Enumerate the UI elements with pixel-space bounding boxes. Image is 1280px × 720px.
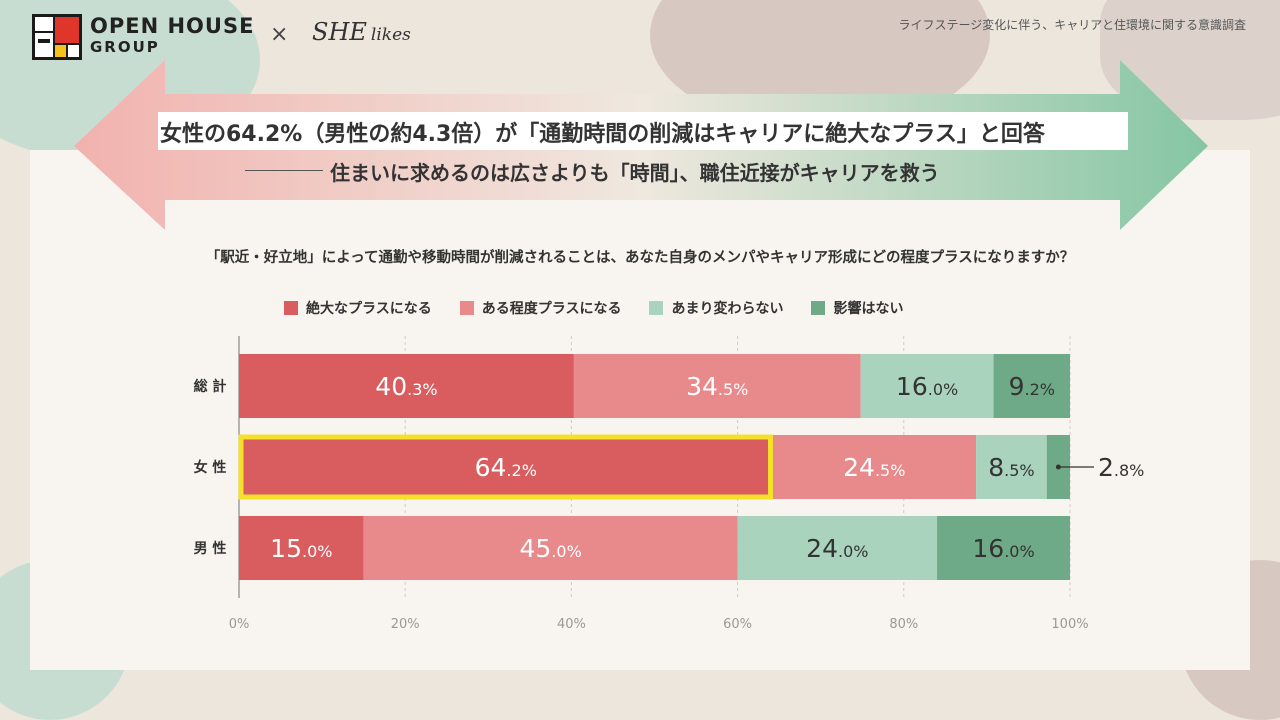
legend-item: 絶大なプラスになる	[284, 298, 432, 318]
legend-item: 影響はない	[811, 298, 903, 318]
bar-segment	[239, 516, 364, 580]
highlight-box	[238, 434, 774, 500]
data-label: 45.0%	[519, 534, 581, 563]
row-label: 総 計	[194, 378, 227, 395]
legend-swatch	[649, 301, 664, 315]
data-label: 24.5%	[843, 453, 905, 482]
data-label: 34.5%	[686, 372, 748, 401]
legend-label: あまり変わらない	[671, 301, 784, 317]
legend-item: あまり変わらない	[649, 298, 783, 318]
bar-segment	[772, 435, 977, 499]
stacked-bar-chart: 0% 20% 40% 60% 80% 100% 総 計 40.3% 34.5% 16.0% 9.2%…	[194, 336, 1144, 632]
bar-segment	[860, 354, 994, 418]
brand-group: GROUP	[90, 38, 160, 56]
legend-label: 絶大なプラスになる	[306, 301, 432, 317]
partner-sub: likes	[370, 25, 411, 45]
x-tick-label: 20%	[391, 617, 420, 632]
bar-segment	[363, 516, 738, 580]
data-label: 16.0%	[896, 372, 958, 401]
x-tick-label: 60%	[723, 617, 752, 632]
bar-segment	[239, 354, 574, 418]
bar-segment	[239, 435, 773, 499]
partner-name: SHE	[312, 18, 367, 46]
chart-title: 「駅近・好立地」によって通勤や移動時間が削減されることは、あなた自身のメンパやキ…	[205, 250, 1075, 266]
openhouse-logo-icon	[32, 14, 82, 60]
bar-segment	[937, 516, 1070, 580]
data-label: 2.8%	[1098, 453, 1144, 482]
legend-item: ある程度プラスになる	[459, 298, 622, 318]
data-label: 8.5%	[988, 453, 1034, 482]
bar-segment	[976, 435, 1047, 499]
collab-times-icon: ×	[270, 22, 289, 47]
data-label: 16.0%	[972, 534, 1034, 563]
bar-segment	[737, 516, 938, 580]
legend-swatch	[811, 301, 826, 315]
data-label: 15.0%	[270, 534, 332, 563]
headline-main: 女性の64.2%（男性の約4.3倍）が「通勤時間の削減はキャリアに絶大なプラス」…	[160, 122, 1045, 147]
header: OPEN HOUSE GROUP × SHE likes ライフステージ変化に伴う…	[0, 0, 1280, 150]
legend: 絶大なプラスになる ある程度プラスになる あまり変わらない 影響はない	[284, 298, 903, 318]
data-label: 24.0%	[806, 534, 868, 563]
bar-segment	[993, 354, 1070, 418]
row-label: 男 性	[194, 540, 227, 557]
legend-swatch	[284, 301, 298, 315]
legend-swatch	[459, 301, 474, 315]
x-tick-label: 80%	[889, 617, 918, 632]
x-tick-label: 40%	[557, 617, 586, 632]
headline-sub: 住まいに求めるのは広さよりも「時間」、職住近接がキャリアを救う	[330, 161, 940, 185]
brand-name: OPEN HOUSE	[90, 14, 255, 38]
legend-label: ある程度プラスになる	[481, 301, 622, 317]
x-tick-label: 100%	[1051, 617, 1088, 632]
survey-title: ライフステージ変化に伴う、キャリアと住環境に関する意識調査	[898, 18, 1246, 32]
data-label: 64.2%	[475, 453, 537, 482]
row-label: 女 性	[194, 459, 227, 476]
headline-box: 女性の64.2%（男性の約4.3倍）が「通勤時間の削減はキャリアに絶大なプラス」…	[158, 112, 1128, 150]
x-tick-label: 0%	[229, 617, 250, 632]
subheadline-dash	[245, 170, 323, 171]
partner-logo: SHE likes	[312, 18, 411, 46]
legend-label: 影響はない	[833, 301, 904, 317]
data-label: 9.2%	[1009, 372, 1055, 401]
data-label: 40.3%	[375, 372, 437, 401]
bar-segment	[573, 354, 861, 418]
